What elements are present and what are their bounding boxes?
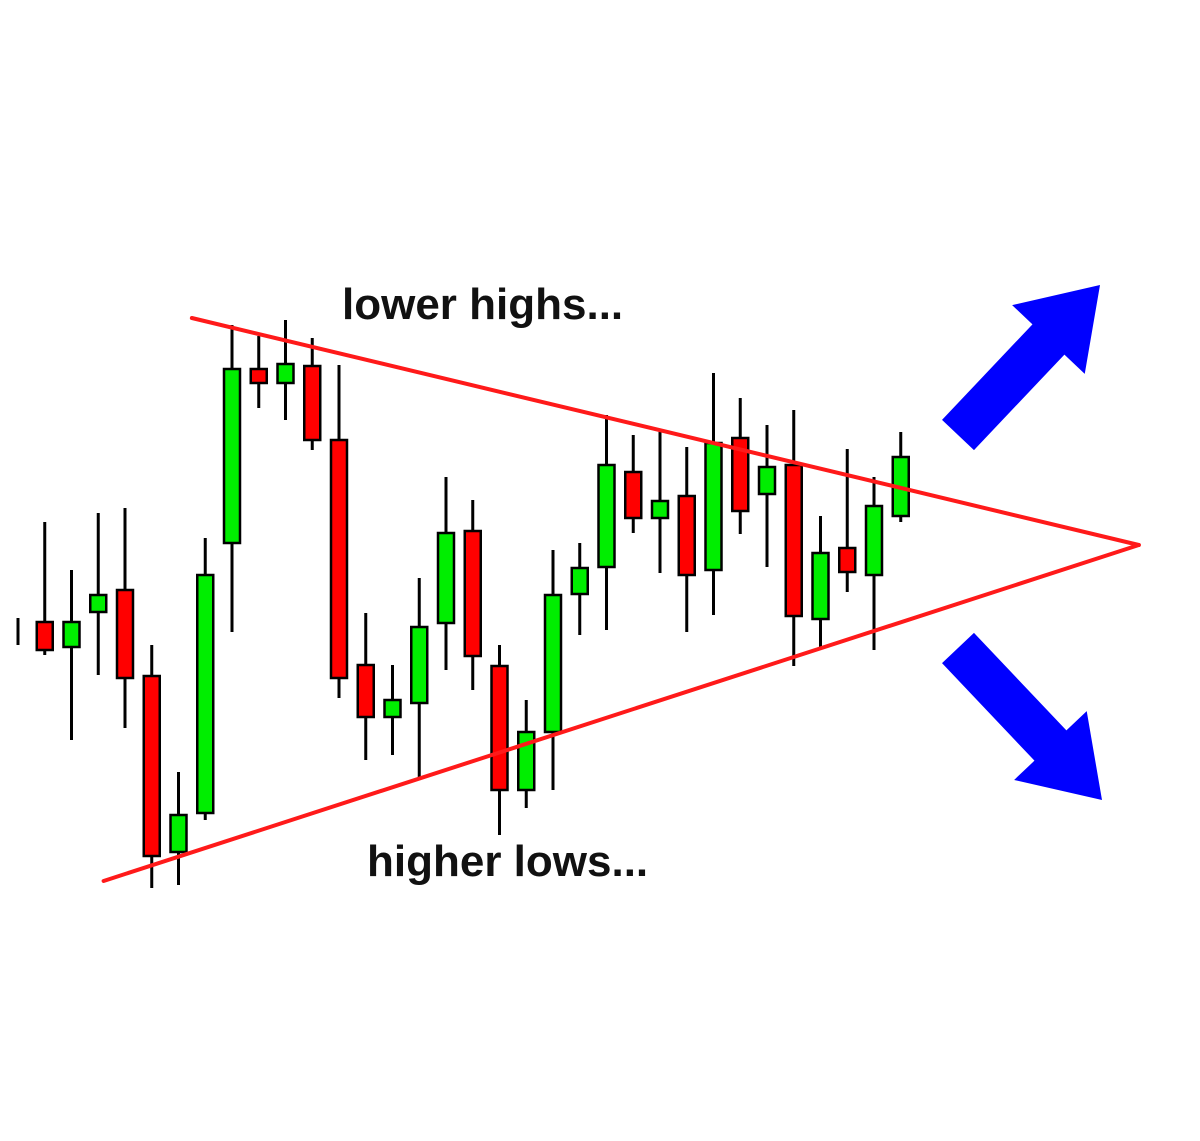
bearish-candle-body: [35, 620, 54, 652]
bullish-candle-body: [89, 593, 108, 614]
bullish-candle-body: [383, 698, 402, 719]
bullish-candle-body: [704, 441, 723, 572]
bearish-candle-body: [356, 663, 375, 719]
bearish-candle-body: [838, 546, 857, 574]
bearish-candle-body: [142, 674, 161, 858]
bearish-candle-body: [115, 588, 135, 680]
bullish-candle-body: [543, 593, 563, 734]
bearish-candle-body: [624, 470, 643, 520]
bullish-candle-body: [276, 362, 295, 385]
bearish-candle-body: [463, 529, 482, 658]
bullish-candle-body: [570, 566, 589, 596]
breakout-up-arrow-icon: [942, 285, 1100, 451]
breakout-down-arrow-icon: [942, 632, 1102, 800]
bearish-candle-body: [329, 438, 349, 680]
bullish-candle-body: [650, 499, 670, 520]
bullish-candle-body: [169, 813, 188, 854]
annotation-higher-lows: higher lows...: [367, 837, 649, 886]
trendline-upper: [189, 316, 1141, 547]
trendline-lower: [101, 543, 1141, 883]
bullish-candle-body: [410, 625, 429, 705]
bullish-candle-body: [864, 504, 884, 577]
bullish-candle-body: [62, 620, 81, 649]
bearish-candle-body: [490, 664, 509, 792]
bearish-candle-body: [731, 436, 750, 513]
bullish-candle-body: [597, 463, 616, 569]
bullish-candle-body: [222, 367, 242, 545]
bearish-candle-body: [784, 463, 803, 618]
bullish-candle-body: [811, 551, 830, 621]
bullish-candle-body: [757, 465, 777, 496]
bearish-candle-body: [677, 494, 696, 577]
bullish-candle-body: [196, 573, 215, 815]
bearish-candle-body: [249, 367, 268, 385]
bearish-candle-body: [303, 364, 322, 442]
bullish-candle-body: [436, 531, 456, 625]
annotation-lower-highs: lower highs...: [342, 280, 624, 329]
